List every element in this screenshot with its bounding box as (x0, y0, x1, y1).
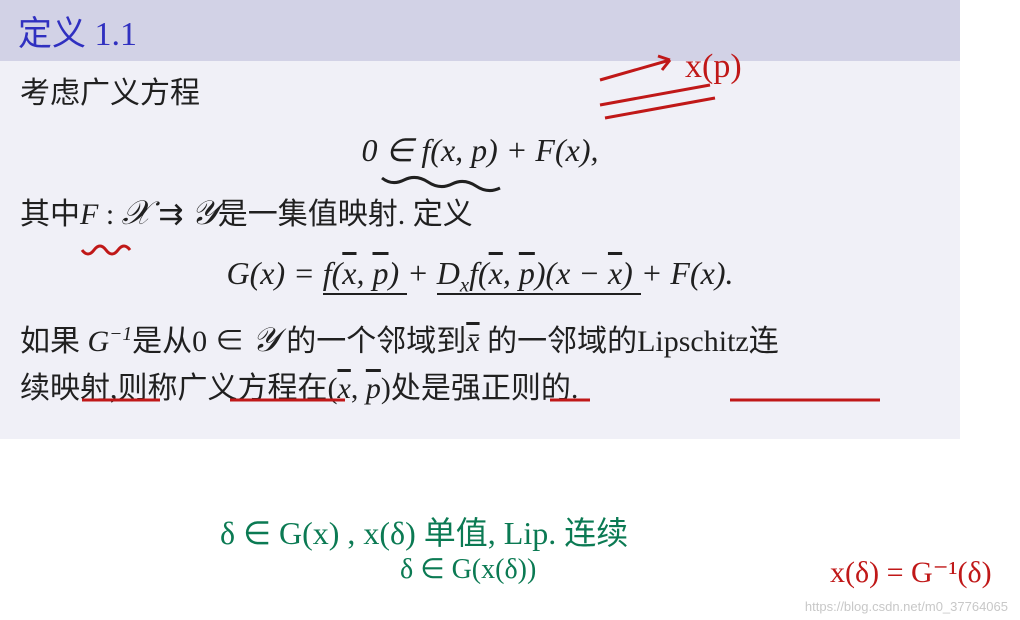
eq1-lhs: 0 ∈ (362, 132, 422, 168)
line2-X: 𝒳 (122, 195, 151, 232)
equation-1: 0 ∈ f(x, p) + F(x), (20, 126, 940, 174)
intro-line: 考虑广义方程 (20, 71, 940, 116)
line2-pre: 其中 (20, 198, 80, 231)
eq1-fxp: f(x, p) (421, 132, 505, 168)
line2-post: 是一集值映射. 定义 (218, 198, 473, 231)
definition-content: 考虑广义方程 0 ∈ f(x, p) + F(x), 其中F : 𝒳 ⇉ 𝒴是一… (0, 61, 960, 439)
line3-a: 如果 (20, 325, 88, 358)
annotation-green-sub: δ ∈ G(x(δ)) (400, 552, 536, 586)
line2-F: F (80, 198, 98, 231)
definition-header: 定义 1.1 (0, 0, 960, 61)
line3-d: 的一邻域的 (480, 325, 638, 358)
line2-colon: : (98, 198, 121, 231)
line2: 其中F : 𝒳 ⇉ 𝒴是一集值映射. 定义 (20, 188, 940, 239)
line3-Ginv: G−1 (88, 325, 133, 358)
equation-2: G(x) = f(x, p) + Dxf(x, p)(x − x) + F(x)… (20, 249, 940, 301)
annotation-red-bottom: x(δ) = G⁻¹(δ) (830, 555, 992, 590)
line3-b: 是从 (132, 325, 192, 358)
line3-lip: Lipschitz (637, 325, 749, 358)
line3: 如果 G−1是从0 ∈ 𝒴 的一个邻域到x̄ 的一邻域的Lipschitz连 (20, 315, 940, 366)
line3-c: 的一个邻域到 (279, 325, 467, 358)
line2-arrow: ⇉ (151, 198, 191, 231)
line3-e: 连 (749, 325, 779, 358)
line2-Y: 𝒴 (191, 195, 218, 232)
line4: 续映射,则称广义方程在(x, p)处是强正则的. (20, 366, 940, 411)
annotation-xp: x(p) (685, 48, 742, 86)
eq2-term1: f(x, p) (323, 255, 407, 295)
eq2-term2: Dxf(x, p)(x − x) (437, 255, 641, 295)
definition-label: 定义 (18, 16, 86, 53)
line3-zeroY: 0 ∈ 𝒴 (192, 325, 279, 358)
watermark: https://blog.csdn.net/m0_37764065 (805, 599, 1008, 614)
annotation-green-main: δ ∈ G(x) , x(δ) 单值, Lip. 连续 (220, 508, 628, 554)
definition-box: 定义 1.1 考虑广义方程 0 ∈ f(x, p) + F(x), 其中F : … (0, 0, 960, 439)
definition-number: 1.1 (95, 16, 138, 53)
line3-xbar: x̄ (466, 327, 479, 357)
